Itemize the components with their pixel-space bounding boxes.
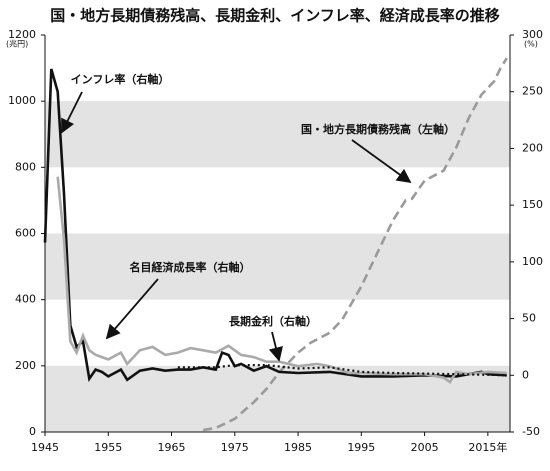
x-tick-label: 1995 (347, 441, 375, 454)
y-tick-label: 1200 (8, 28, 36, 41)
arrow (268, 331, 283, 362)
x-tick-label: 1965 (158, 441, 186, 454)
band (45, 101, 510, 168)
series-line (202, 57, 508, 432)
y2-tick-label: 100 (522, 255, 543, 268)
y-tick-label: 400 (15, 293, 36, 306)
chart-title: 国・地方長期債務残高、長期金利、インフレ率、経済成長率の推移 (50, 7, 500, 25)
y2-tick-label: 0 (522, 368, 529, 381)
series-line (43, 68, 507, 383)
x-tick-label: 2015年 (468, 440, 507, 454)
y2-tick-label: 150 (522, 198, 543, 211)
x-tick-label: 2005 (411, 441, 439, 454)
x-tick-label: 1955 (94, 441, 122, 454)
y-tick-label: 1000 (8, 94, 36, 107)
arrow (105, 278, 159, 340)
series-label: 名目経済成長率（右軸） (130, 260, 251, 274)
y-unit: (兆円) (6, 39, 28, 49)
band (45, 233, 510, 300)
y2-tick-label: -50 (522, 425, 540, 438)
x-tick-label: 1985 (284, 441, 312, 454)
y2-tick-label: 50 (522, 312, 536, 325)
y-tick-label: 600 (15, 227, 36, 240)
arrow (61, 91, 83, 134)
y2-tick-label: 300 (522, 28, 543, 41)
y-tick-label: 0 (29, 425, 36, 438)
series-label: インフレ率（右軸） (71, 72, 170, 86)
series-label: 長期金利（右軸） (229, 314, 317, 328)
y2-tick-label: 200 (522, 141, 543, 154)
y2-unit: (%) (524, 40, 538, 49)
y2-tick-label: 250 (522, 85, 543, 98)
series-line (56, 176, 507, 384)
series-label: 国・地方長期債務残高（左軸） (301, 122, 455, 136)
x-tick-label: 1975 (221, 441, 249, 454)
y-tick-label: 800 (15, 160, 36, 173)
x-tick-label: 1945 (31, 441, 59, 454)
arrow (351, 139, 412, 184)
y-tick-label: 200 (15, 359, 36, 372)
